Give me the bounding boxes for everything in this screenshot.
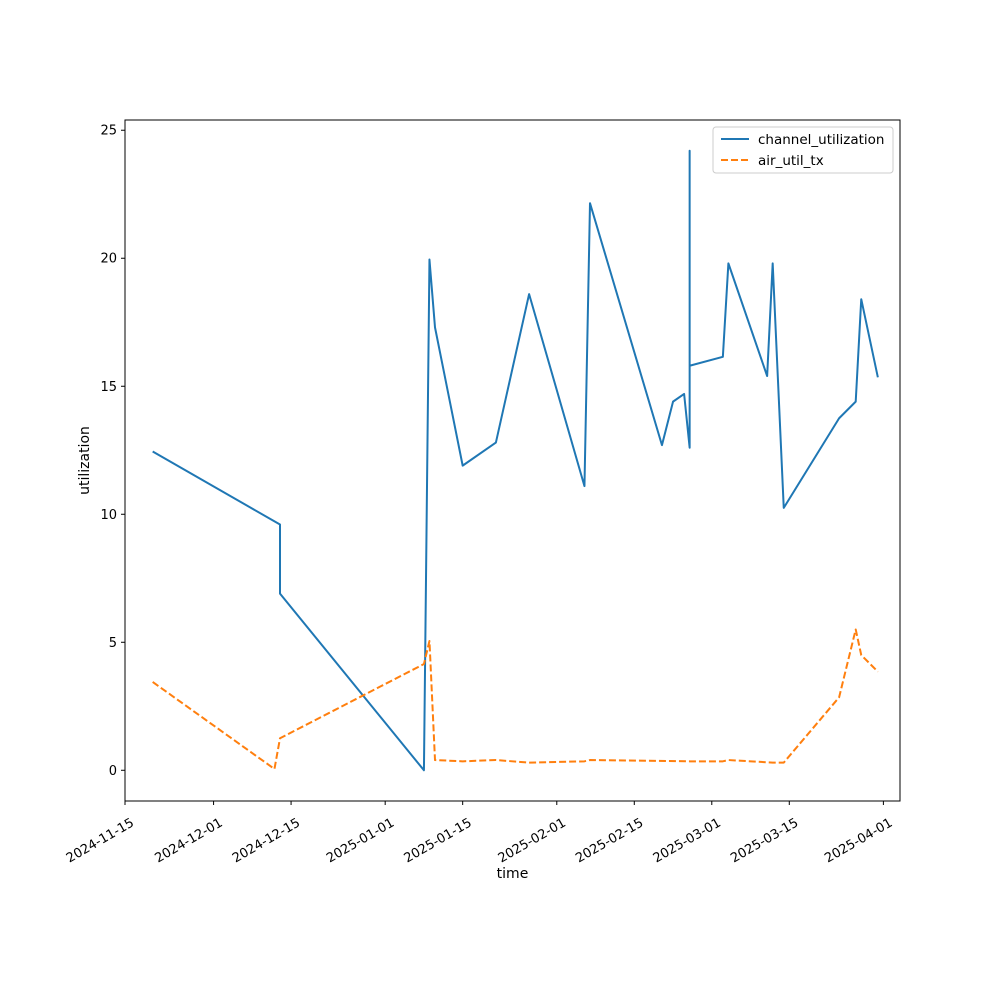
plot-frame bbox=[124, 119, 901, 802]
legend: channel_utilization air_util_tx bbox=[712, 126, 894, 174]
y-tick-label: 15 bbox=[100, 380, 117, 395]
legend-box bbox=[712, 126, 894, 174]
y-tick-label: 0 bbox=[109, 764, 117, 779]
y-axis-label: utilization bbox=[77, 426, 93, 495]
legend-label: channel_utilization bbox=[758, 132, 885, 148]
series-layer bbox=[152, 149, 879, 772]
x-axis-label: time bbox=[497, 866, 529, 882]
series-line-channel-utilization bbox=[152, 149, 879, 772]
y-tick-label: 25 bbox=[100, 124, 117, 139]
series-line-air-util-tx bbox=[152, 628, 879, 770]
y-tick-label: 20 bbox=[100, 252, 117, 267]
legend-label: air_util_tx bbox=[758, 153, 824, 169]
y-tick-label: 10 bbox=[100, 508, 117, 523]
y-tick-label: 5 bbox=[109, 636, 117, 651]
y-axis: 0 5 10 15 20 25 bbox=[100, 124, 125, 779]
